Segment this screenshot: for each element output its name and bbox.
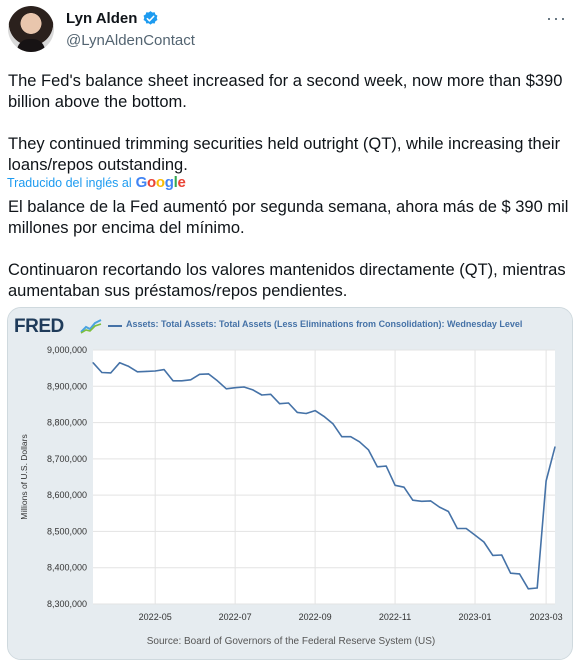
data-point [527, 588, 529, 590]
data-point [545, 480, 547, 482]
data-point [92, 362, 94, 364]
translation-attribution[interactable]: Traducido del inglés al Google [7, 174, 186, 191]
tweet-paragraph: The Fed's balance sheet increased for a … [8, 72, 563, 111]
data-point [403, 486, 405, 488]
data-point [421, 500, 423, 502]
author-name-row: Lyn Alden [66, 10, 159, 27]
translation-label: Traducido del inglés al [7, 175, 132, 190]
data-point [270, 393, 272, 395]
x-tick-label: 2023-01 [459, 612, 492, 622]
data-point [243, 386, 245, 388]
google-letter: o [146, 174, 156, 191]
data-point [554, 446, 556, 448]
data-point [501, 554, 503, 556]
data-point [376, 466, 378, 468]
fred-chart-icon [80, 319, 102, 334]
data-point [341, 436, 343, 438]
data-point [136, 371, 138, 373]
data-point [430, 500, 432, 502]
data-point [492, 554, 494, 556]
tweet-paragraph: They continued trimming securities held … [8, 135, 561, 174]
data-point [101, 371, 103, 374]
data-point [385, 465, 387, 467]
y-tick-label: 8,700,000 [47, 454, 87, 464]
data-point [438, 506, 441, 508]
data-point [456, 527, 458, 530]
data-point [350, 436, 352, 438]
google-letter: o [155, 174, 165, 191]
tweet-text: The Fed's balance sheet increased for a … [8, 71, 570, 176]
more-options-icon[interactable]: ··· [546, 8, 567, 28]
fred-logo: FRED [14, 316, 64, 337]
y-tick-label: 8,800,000 [47, 418, 87, 428]
plot-area [93, 350, 555, 604]
data-point [536, 587, 538, 589]
data-point [225, 388, 227, 390]
x-tick-label: 2022-09 [299, 612, 332, 622]
data-point [296, 411, 298, 413]
y-tick-label: 8,600,000 [47, 490, 87, 500]
translated-paragraph: Continuaron recortando los valores mante… [8, 261, 566, 300]
data-point [367, 449, 369, 451]
data-point [199, 373, 201, 375]
data-point [261, 394, 263, 396]
data-point [172, 380, 174, 382]
data-point [305, 412, 307, 415]
data-point [287, 402, 290, 404]
data-point [279, 403, 281, 405]
chart-title: Assets: Total Assets: Total Assets (Less… [126, 319, 523, 329]
data-point [154, 370, 156, 372]
google-letter: G [135, 174, 148, 191]
translated-paragraph: El balance de la Fed aumentó por segunda… [8, 198, 569, 237]
fred-chart-card[interactable]: FRED Assets: Total Assets: Total Assets … [7, 307, 573, 660]
data-point [447, 510, 449, 513]
google-letter: l [173, 174, 178, 191]
legend-swatch [108, 325, 122, 327]
google-letter: g [164, 174, 174, 191]
google-letter: e [177, 174, 186, 191]
data-point [252, 389, 254, 391]
line-chart: 9,000,000 8,900,000 8,800,000 8,700,000 8,60… [19, 345, 563, 622]
y-tick-label: 9,000,000 [47, 345, 87, 355]
data-point [483, 541, 485, 543]
x-tick-label: 2022-11 [379, 612, 411, 622]
data-point [127, 365, 130, 367]
data-point [163, 369, 165, 371]
data-point [110, 372, 112, 374]
data-point [216, 380, 218, 382]
data-point [181, 380, 183, 382]
tweet-header: Lyn Alden @LynAldenContact ··· [8, 6, 573, 56]
data-point [190, 379, 192, 381]
translated-text: El balance de la Fed aumentó por segunda… [8, 197, 573, 302]
data-point [465, 527, 467, 530]
data-point [314, 410, 316, 412]
verified-badge-icon [143, 11, 158, 25]
data-point [332, 423, 334, 425]
author-handle[interactable]: @LynAldenContact [66, 32, 195, 49]
data-point [358, 441, 361, 443]
avatar[interactable] [8, 6, 54, 52]
data-point [119, 362, 121, 364]
x-tick-label: 2022-05 [139, 612, 172, 622]
google-logo: Google [136, 174, 186, 191]
y-axis-label: Millions of U.S. Dollars [19, 434, 29, 520]
data-point [510, 572, 512, 574]
y-tick-label: 8,900,000 [47, 381, 87, 391]
author-name[interactable]: Lyn Alden [66, 10, 138, 27]
data-point [234, 387, 236, 389]
data-point [323, 415, 325, 417]
data-point [518, 573, 521, 575]
x-tick-label: 2022-07 [219, 612, 252, 622]
data-point [474, 534, 476, 536]
data-point [412, 499, 414, 501]
data-point [394, 484, 396, 486]
y-tick-label: 8,300,000 [47, 599, 87, 609]
x-tick-label: 2023-03 [530, 612, 563, 622]
chart-source: Source: Board of Governors of the Federa… [146, 636, 436, 647]
y-tick-label: 8,500,000 [47, 526, 87, 536]
data-point [207, 373, 210, 375]
data-point [145, 370, 147, 372]
y-tick-label: 8,400,000 [47, 563, 87, 573]
